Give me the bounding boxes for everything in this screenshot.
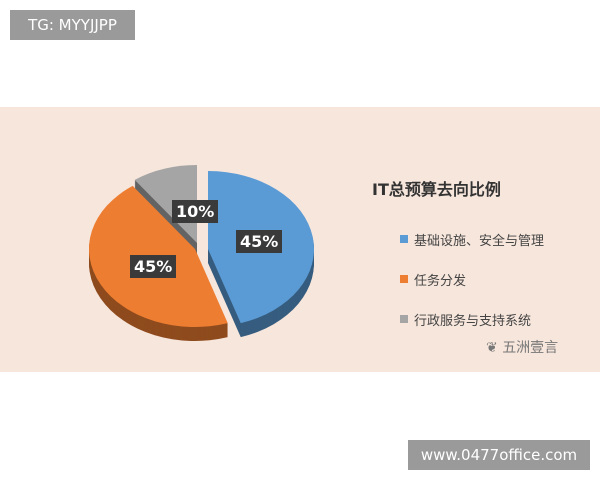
- legend-label: 行政服务与支持系统: [414, 314, 532, 329]
- watermark-text: 五洲壹言: [502, 340, 559, 356]
- wechat-icon: ❦: [486, 340, 503, 356]
- legend-swatch: [400, 275, 408, 283]
- pie-chart: [88, 165, 315, 341]
- data-label-task: 45%: [130, 255, 177, 278]
- data-label-infra: 45%: [236, 230, 283, 253]
- chart-title: IT总预算去向比例: [372, 180, 501, 199]
- legend: 基础设施、安全与管理 任务分发 行政服务与支持系统: [400, 230, 544, 350]
- data-label-admin: 10%: [172, 200, 219, 223]
- legend-item-task: 任务分发: [400, 270, 544, 310]
- site-label: www.0477office.com: [408, 440, 590, 470]
- legend-label: 基础设施、安全与管理: [414, 234, 545, 249]
- legend-swatch: [400, 315, 408, 323]
- legend-swatch: [400, 235, 408, 243]
- tg-label: TG: MYYJJPP: [10, 10, 135, 40]
- legend-label: 任务分发: [414, 274, 467, 289]
- legend-item-admin: 行政服务与支持系统: [400, 310, 544, 350]
- watermark: ❦ 五洲壹言: [486, 337, 558, 357]
- legend-item-infra: 基础设施、安全与管理: [400, 230, 544, 270]
- slice-admin: [134, 165, 197, 243]
